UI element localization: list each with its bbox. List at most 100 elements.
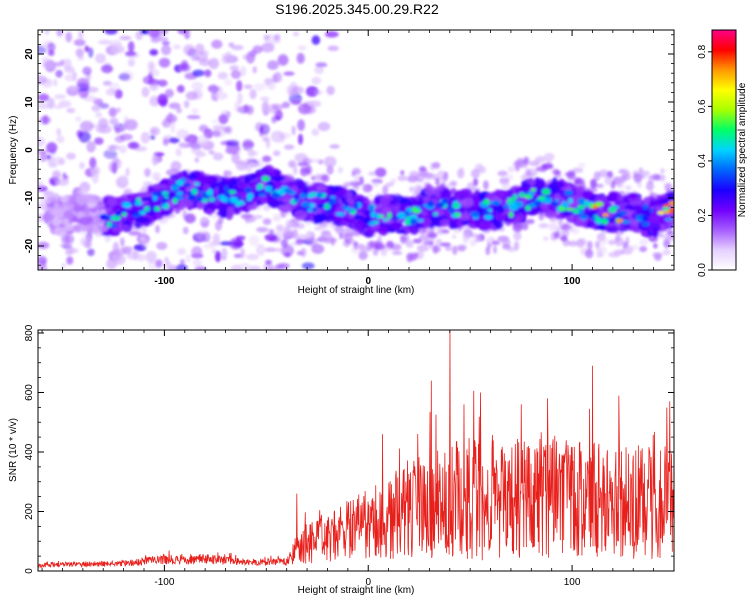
spectrogram-hotspot [668, 200, 674, 206]
spectrogram-cell [643, 196, 650, 207]
spectrogram-cell [624, 185, 632, 191]
spectrogram-hotspot [311, 207, 318, 213]
spectrogram-cell [99, 209, 106, 216]
spectrogram-cell [191, 246, 203, 258]
spectrogram-cell [558, 218, 563, 225]
spectrogram-cell [297, 119, 305, 131]
spectrogram-cell [664, 182, 673, 192]
spectrogram-cell [183, 44, 195, 56]
spectrogram-cell [196, 175, 210, 185]
spectrogram-frame [37, 29, 675, 271]
spectrogram-cell [487, 242, 492, 249]
spectrogram-cell [586, 240, 593, 250]
spectrogram-hotspot [199, 191, 207, 195]
spectrogram-cell [306, 237, 318, 247]
spectrogram-cell [497, 170, 508, 177]
spectrogram-cell [98, 225, 109, 232]
spectrogram-cell [87, 248, 95, 257]
spectrogram-cell [397, 175, 408, 182]
spectrogram-cell [230, 70, 241, 79]
spectrogram-cell [473, 177, 479, 187]
spectrogram-cell [597, 235, 608, 246]
spectrogram-hotspot [397, 212, 406, 219]
spectrogram-cell [211, 119, 219, 124]
spectrogram-cell [237, 182, 248, 190]
spectrogram-cell [295, 222, 305, 229]
spectrogram-cell [127, 58, 135, 67]
colorbar-tick-label: 0.8 [697, 44, 708, 58]
spectrogram-hotspot [161, 205, 167, 209]
spectrogram-cell [596, 224, 608, 230]
spectrogram-cell [184, 213, 196, 224]
spectrogram-cell [120, 70, 134, 82]
spectrogram-hotspot [229, 196, 238, 203]
spectrogram-cell [158, 57, 171, 68]
spectrogram-cell [212, 152, 224, 161]
spectrogram-hotspot [316, 203, 326, 209]
spectrogram-cell [75, 194, 87, 205]
spectrogram-cell [444, 245, 452, 252]
spectrogram-cell [103, 149, 118, 159]
spectrogram-cell [140, 30, 150, 35]
spectrogram-cell [182, 226, 189, 235]
spectrogram-cell [639, 238, 648, 246]
spectrogram-cell [114, 135, 126, 143]
spectrogram-cell [225, 139, 240, 147]
spectrogram-cell [177, 30, 189, 35]
spectrogram-cell [653, 243, 658, 249]
spectrogram-cell [287, 90, 294, 98]
spectrogram-cell [521, 222, 529, 231]
spectrogram-cell [185, 254, 191, 263]
spectrogram-cell [38, 102, 50, 110]
spectrogram-cell [180, 60, 189, 71]
spectrogram-hotspot [635, 214, 643, 219]
spectrogram-cell [121, 246, 133, 251]
spectrogram-cell [226, 209, 234, 218]
spectrogram-cell [435, 177, 440, 186]
spectrogram-cell [432, 162, 441, 169]
spectrogram-cell [449, 180, 458, 187]
spectrogram-cell [296, 250, 304, 256]
spectrogram-cell [260, 96, 270, 102]
spectrogram-cell [339, 232, 344, 240]
spectrogram-cell [237, 106, 244, 113]
spectrogram-hotspot [154, 206, 161, 212]
spectrogram-hotspot [404, 216, 412, 220]
spectrogram-cell [197, 135, 209, 146]
spectrogram-x-tick-label: 100 [564, 276, 581, 287]
spectrogram-hotspot [170, 185, 179, 191]
spectrogram-hotspot [353, 202, 359, 209]
spectrogram-cell [161, 41, 170, 46]
spectrogram-hotspot [523, 194, 530, 199]
spectrogram-cell [177, 201, 186, 211]
spectrogram-cell [76, 77, 90, 89]
spectrogram-cell [120, 224, 131, 232]
spectrogram-cell [525, 218, 535, 225]
spectrogram-hotspot [433, 212, 438, 217]
spectrogram-cell [271, 74, 278, 84]
spectrogram-cell [273, 150, 281, 157]
spectrogram-cell [292, 164, 298, 175]
spectrogram-hotspot [506, 200, 512, 206]
colorbar-gradient [712, 30, 736, 270]
spectrogram-hotspot [406, 207, 411, 212]
spectrogram-hotspot [577, 204, 585, 210]
spectrogram-cell [303, 105, 316, 115]
spectrogram-y-tick-label: 0 [24, 147, 35, 153]
spectrogram-cell [230, 264, 243, 270]
spectrogram-hotspot [156, 191, 163, 198]
spectrogram-cell [38, 149, 49, 154]
spectrogram-cell [124, 119, 138, 131]
spectrogram-hotspot [161, 197, 167, 204]
spectrogram-cell [61, 262, 67, 269]
spectrogram-cell [204, 69, 212, 78]
spectrogram-cell [485, 193, 496, 200]
spectrogram-cell [148, 30, 160, 39]
spectrogram-cell [162, 118, 172, 128]
spectrogram-cell [228, 178, 239, 190]
spectrogram-cell [255, 199, 263, 206]
spectrogram-cell [262, 155, 272, 163]
spectrogram-hotspot [246, 196, 252, 201]
spectrogram-cell [271, 175, 285, 182]
